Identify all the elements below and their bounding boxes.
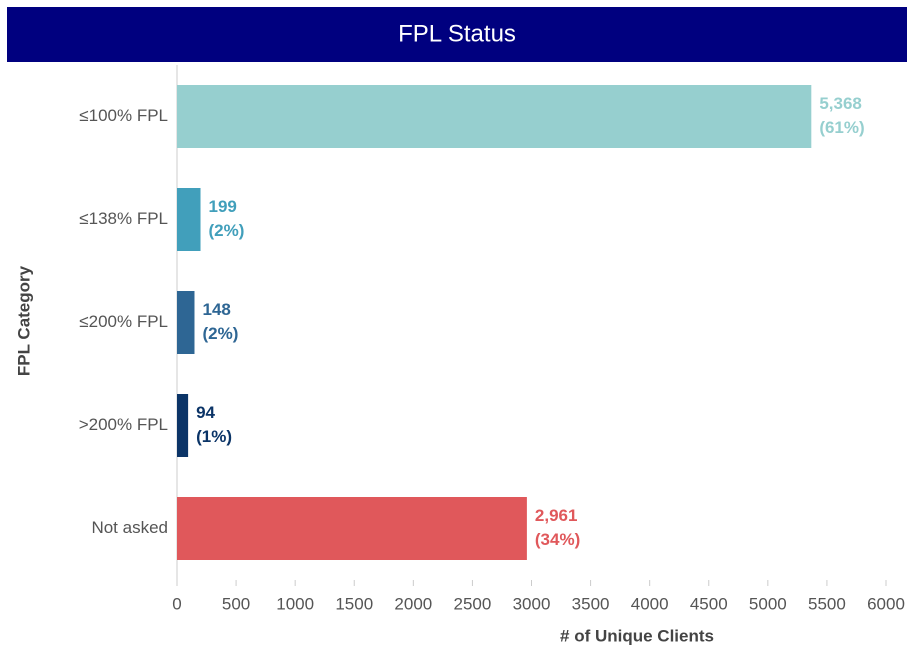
value-label: 148 — [202, 300, 230, 319]
bar — [177, 188, 201, 251]
x-tick-label: 2500 — [454, 594, 492, 613]
x-tick-label: 5000 — [749, 594, 787, 613]
percent-label: (34%) — [535, 530, 580, 549]
y-tick-label: Not asked — [91, 518, 168, 537]
value-label: 199 — [209, 197, 237, 216]
y-tick-label: ≤100% FPL — [79, 106, 168, 125]
chart-title: FPL Status — [398, 20, 516, 47]
y-axis-label: FPL Category — [14, 265, 33, 376]
value-label: 2,961 — [535, 506, 578, 525]
x-tick-label: 3000 — [513, 594, 551, 613]
x-tick-label: 1000 — [276, 594, 314, 613]
percent-label: (61%) — [819, 118, 864, 137]
x-tick-label: 5500 — [808, 594, 846, 613]
y-tick-label: ≤200% FPL — [79, 312, 168, 331]
percent-label: (2%) — [202, 324, 238, 343]
bar — [177, 291, 195, 354]
percent-label: (2%) — [209, 221, 245, 240]
value-label: 5,368 — [819, 94, 862, 113]
y-tick-label: ≤138% FPL — [79, 209, 168, 228]
value-label: 94 — [196, 403, 215, 422]
percent-label: (1%) — [196, 427, 232, 446]
bar — [177, 85, 812, 148]
y-tick-label: >200% FPL — [79, 415, 168, 434]
x-tick-label: 2000 — [394, 594, 432, 613]
bar — [177, 497, 527, 560]
x-tick-label: 6000 — [867, 594, 905, 613]
x-tick-label: 4500 — [690, 594, 728, 613]
title-bar — [7, 7, 907, 62]
x-tick-label: 1500 — [335, 594, 373, 613]
x-tick-label: 500 — [222, 594, 250, 613]
bar — [177, 394, 189, 457]
x-tick-label: 0 — [172, 594, 181, 613]
x-tick-label: 3500 — [572, 594, 610, 613]
x-axis-label: # of Unique Clients — [560, 626, 714, 645]
x-tick-label: 4000 — [631, 594, 669, 613]
